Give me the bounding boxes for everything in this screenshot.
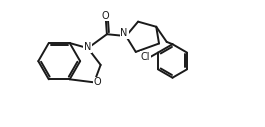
Text: N: N (120, 28, 128, 38)
Text: O: O (102, 11, 109, 21)
Text: N: N (84, 42, 91, 52)
Text: O: O (94, 77, 101, 87)
Text: Cl: Cl (140, 52, 150, 62)
